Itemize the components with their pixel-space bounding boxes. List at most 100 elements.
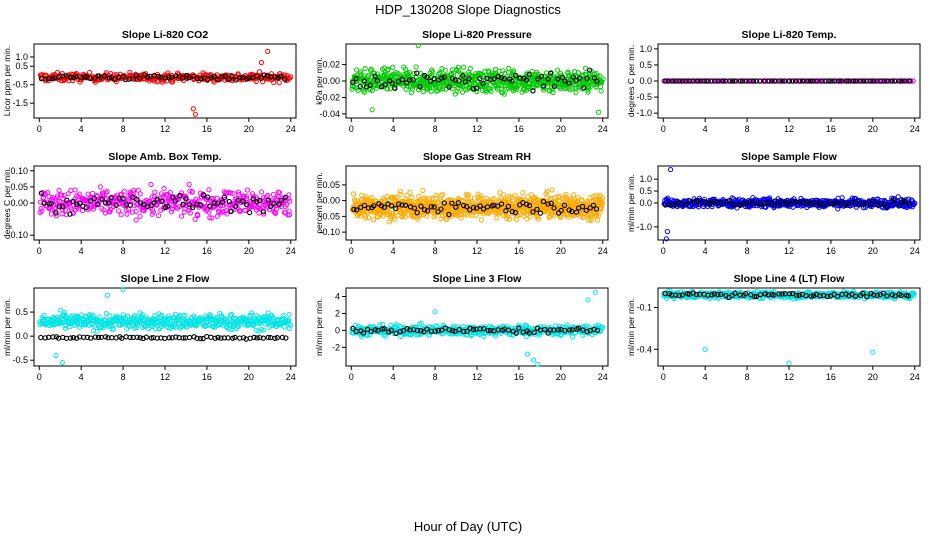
data-point: [369, 87, 375, 93]
data-point: [590, 202, 597, 208]
data-point: [600, 325, 606, 331]
data-point: [407, 189, 413, 196]
data-point: [99, 196, 105, 202]
data-point: [395, 78, 402, 85]
data-point: [288, 322, 294, 328]
data-point: [110, 326, 116, 332]
data-point: [481, 333, 487, 340]
data-point: [398, 188, 404, 194]
data-point: [889, 78, 895, 84]
data-point: [102, 334, 109, 340]
data-point: [421, 329, 427, 335]
panel-title: Slope Amb. Box Temp.: [108, 151, 221, 163]
data-point: [737, 202, 743, 208]
data-point: [63, 325, 69, 331]
data-point: [772, 198, 778, 204]
data-point: [512, 209, 519, 216]
data-point: [399, 202, 405, 208]
data-point: [912, 200, 918, 206]
x-tick-label: 12: [472, 246, 482, 256]
data-point: [800, 202, 806, 208]
data-point: [61, 309, 68, 315]
data-point: [481, 325, 487, 332]
data-point: [38, 334, 44, 341]
data-point: [226, 76, 232, 82]
data-point: [353, 207, 360, 213]
data-point: [286, 311, 292, 318]
data-point: [64, 197, 70, 203]
y-axis-label: ml/min per min.: [2, 298, 12, 356]
data-point: [907, 78, 913, 84]
data-point: [180, 201, 186, 207]
data-point: [68, 187, 74, 193]
x-tick-label: 16: [514, 246, 524, 256]
data-point: [130, 76, 137, 82]
data-point: [411, 205, 418, 211]
data-point: [164, 203, 171, 209]
x-tick-label: 8: [121, 124, 126, 134]
data-point: [137, 335, 143, 341]
data-point: [350, 79, 356, 86]
plot-frame: [657, 43, 921, 119]
data-point: [392, 85, 398, 91]
data-point: [467, 325, 473, 332]
x-tick-label: 4: [703, 246, 708, 256]
data-point: [353, 75, 359, 82]
data-point: [186, 201, 192, 208]
data-point: [103, 310, 109, 317]
data-point: [892, 197, 898, 203]
data-point: [558, 207, 564, 214]
data-point: [283, 335, 289, 341]
data-point: [394, 194, 400, 201]
data-point: [732, 78, 738, 84]
data-point: [60, 204, 66, 210]
data-point: [125, 313, 131, 319]
y-tick-label: 1.0: [639, 44, 652, 54]
data-point: [474, 85, 480, 91]
x-tick-label: 0: [349, 246, 354, 256]
data-point: [65, 191, 71, 197]
data-point: [437, 86, 444, 92]
data-point: [236, 191, 242, 197]
data-point: [826, 78, 832, 84]
data-point: [428, 78, 434, 84]
data-point: [276, 80, 282, 86]
outlier-point: [415, 43, 421, 49]
data-point: [390, 64, 396, 70]
data-point: [186, 75, 192, 81]
data-point: [845, 201, 851, 207]
data-point: [535, 76, 541, 82]
data-point: [240, 74, 246, 80]
data-point: [776, 78, 782, 84]
data-point: [261, 72, 268, 78]
data-point: [274, 334, 280, 341]
data-point: [418, 320, 424, 326]
x-tick-label: 20: [244, 124, 254, 134]
data-point: [393, 205, 399, 212]
data-point: [133, 325, 139, 331]
data-point: [464, 328, 470, 334]
data-point: [283, 194, 289, 200]
data-point: [593, 206, 600, 212]
data-point: [435, 209, 441, 215]
y-tick-label: 0.5: [639, 186, 652, 196]
data-point: [286, 192, 292, 198]
data-point: [569, 208, 575, 215]
data-point: [790, 198, 796, 205]
data-point: [371, 203, 377, 209]
data-point: [261, 327, 267, 333]
data-point: [683, 201, 689, 207]
data-point: [491, 196, 497, 202]
y-axis-label: kPa per min.: [314, 57, 324, 105]
x-tick-label: 0: [37, 124, 42, 134]
data-point: [670, 78, 676, 84]
data-point: [411, 70, 417, 77]
data-point: [796, 199, 802, 206]
data-point: [140, 335, 146, 342]
data-point: [70, 74, 76, 81]
data-point: [240, 193, 246, 199]
y-axis-label: ml/min per min.: [626, 298, 636, 356]
